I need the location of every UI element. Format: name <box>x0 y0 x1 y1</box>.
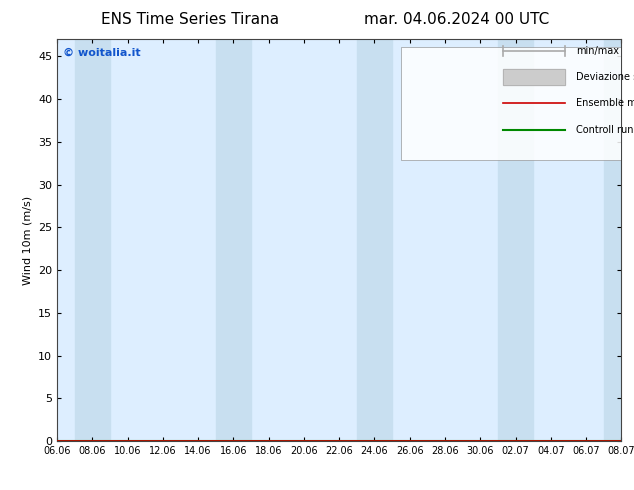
Bar <box>498 39 533 441</box>
Text: © woitalia.it: © woitalia.it <box>63 47 140 57</box>
Bar <box>604 39 621 441</box>
Text: Deviazione standard: Deviazione standard <box>576 73 634 82</box>
Bar <box>216 39 251 441</box>
FancyBboxPatch shape <box>401 47 627 160</box>
Y-axis label: Wind 10m (m/s): Wind 10m (m/s) <box>23 196 32 285</box>
Bar <box>357 39 392 441</box>
Bar <box>503 70 565 85</box>
Text: Ensemble mean run: Ensemble mean run <box>576 98 634 108</box>
Bar <box>503 70 565 85</box>
Text: ENS Time Series Tirana: ENS Time Series Tirana <box>101 12 279 27</box>
Text: mar. 04.06.2024 00 UTC: mar. 04.06.2024 00 UTC <box>364 12 549 27</box>
Text: min/max: min/max <box>576 46 619 56</box>
Bar <box>75 39 110 441</box>
Text: Controll run: Controll run <box>576 124 633 135</box>
